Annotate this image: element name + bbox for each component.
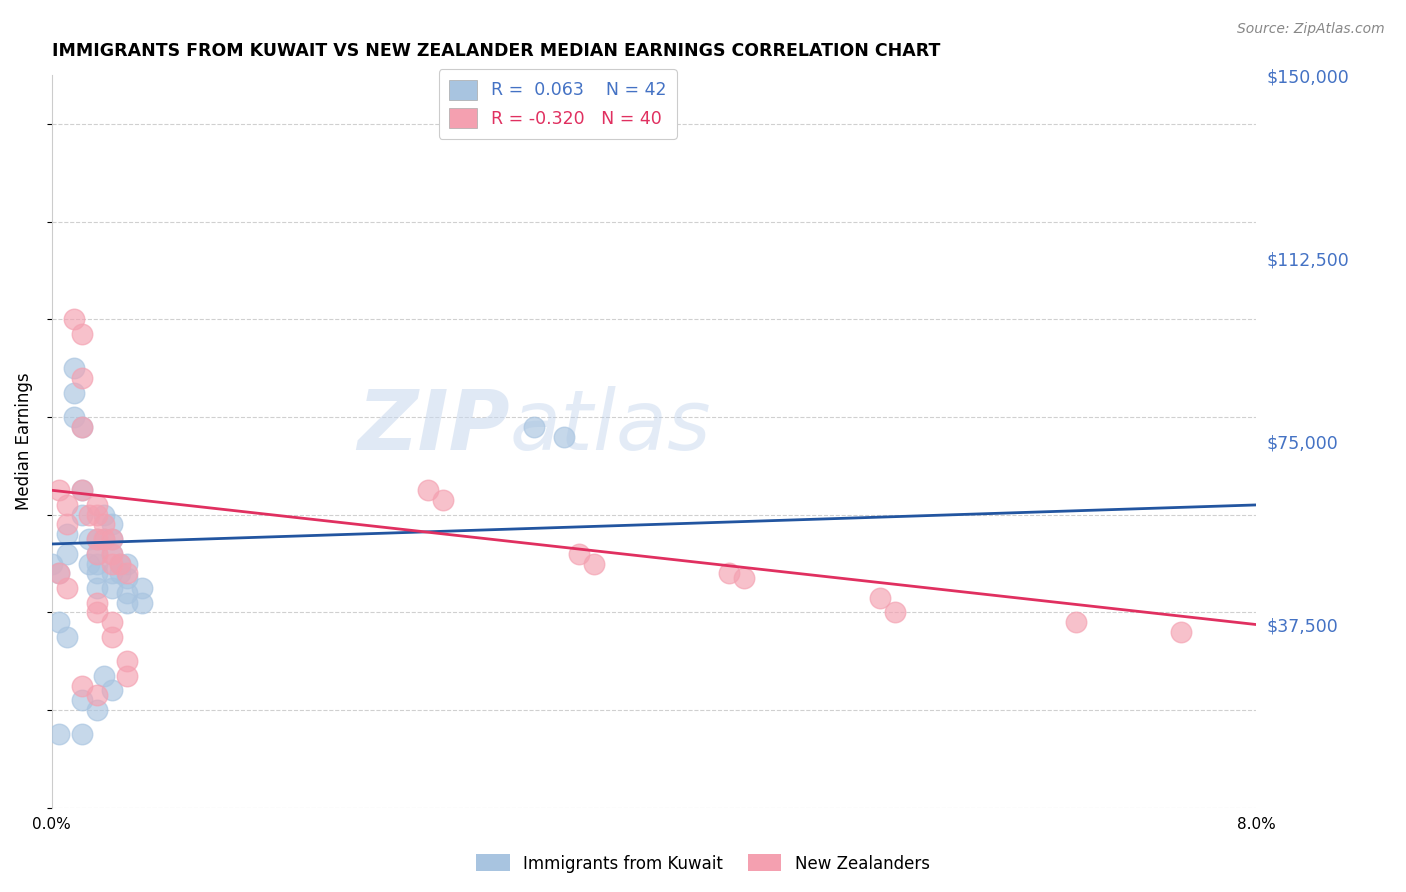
Point <box>86 532 108 546</box>
Point <box>56 527 79 541</box>
Point <box>101 683 124 698</box>
Legend: Immigrants from Kuwait, New Zealanders: Immigrants from Kuwait, New Zealanders <box>470 847 936 880</box>
Point <box>582 557 605 571</box>
Point <box>93 532 115 546</box>
Point <box>108 557 131 571</box>
Text: IMMIGRANTS FROM KUWAIT VS NEW ZEALANDER MEDIAN EARNINGS CORRELATION CHART: IMMIGRANTS FROM KUWAIT VS NEW ZEALANDER … <box>52 42 941 60</box>
Point <box>41 557 63 571</box>
Point <box>93 669 115 683</box>
Point <box>115 566 138 581</box>
Point <box>63 410 86 425</box>
Point <box>101 532 124 546</box>
Point <box>101 532 124 546</box>
Point <box>86 689 108 703</box>
Point <box>79 557 101 571</box>
Point <box>869 591 891 605</box>
Point <box>733 571 755 585</box>
Point <box>718 566 741 581</box>
Point <box>70 483 93 498</box>
Text: Source: ZipAtlas.com: Source: ZipAtlas.com <box>1237 22 1385 37</box>
Point <box>70 693 93 707</box>
Point <box>79 508 101 522</box>
Point <box>568 547 591 561</box>
Point <box>70 419 93 434</box>
Point <box>56 498 79 512</box>
Text: atlas: atlas <box>509 386 711 467</box>
Point <box>86 547 108 561</box>
Point <box>101 566 124 581</box>
Point <box>86 605 108 619</box>
Point <box>93 508 115 522</box>
Point <box>56 630 79 644</box>
Point <box>131 596 153 610</box>
Point <box>86 547 108 561</box>
Point <box>86 508 108 522</box>
Point <box>70 371 93 385</box>
Point <box>93 532 115 546</box>
Point <box>70 419 93 434</box>
Point <box>884 605 907 619</box>
Point <box>115 654 138 668</box>
Point <box>56 517 79 532</box>
Point <box>115 571 138 585</box>
Point <box>418 483 440 498</box>
Point <box>115 596 138 610</box>
Point <box>70 508 93 522</box>
Point <box>70 483 93 498</box>
Point <box>70 727 93 741</box>
Point <box>63 361 86 376</box>
Point <box>432 493 454 508</box>
Y-axis label: Median Earnings: Median Earnings <box>15 373 32 510</box>
Point <box>86 532 108 546</box>
Point <box>523 419 546 434</box>
Point <box>63 312 86 326</box>
Point <box>48 483 70 498</box>
Point <box>86 498 108 512</box>
Point <box>1064 615 1087 629</box>
Point <box>70 679 93 693</box>
Point <box>48 615 70 629</box>
Point <box>1170 624 1192 639</box>
Point <box>56 547 79 561</box>
Point <box>86 596 108 610</box>
Point <box>553 429 575 443</box>
Point <box>115 557 138 571</box>
Point <box>86 557 108 571</box>
Point <box>86 566 108 581</box>
Point <box>56 581 79 595</box>
Point <box>70 326 93 341</box>
Point <box>115 586 138 600</box>
Point <box>86 703 108 717</box>
Point <box>101 581 124 595</box>
Point <box>131 581 153 595</box>
Point <box>101 547 124 561</box>
Text: ZIP: ZIP <box>357 386 509 467</box>
Point <box>115 669 138 683</box>
Point <box>79 532 101 546</box>
Point <box>101 557 124 571</box>
Point <box>101 630 124 644</box>
Point <box>101 615 124 629</box>
Point <box>101 547 124 561</box>
Point <box>48 566 70 581</box>
Point <box>108 566 131 581</box>
Legend: R =  0.063    N = 42, R = -0.320   N = 40: R = 0.063 N = 42, R = -0.320 N = 40 <box>439 70 676 139</box>
Point <box>86 581 108 595</box>
Point <box>48 727 70 741</box>
Point <box>101 517 124 532</box>
Point <box>63 385 86 400</box>
Point <box>108 557 131 571</box>
Point <box>93 517 115 532</box>
Point <box>48 566 70 581</box>
